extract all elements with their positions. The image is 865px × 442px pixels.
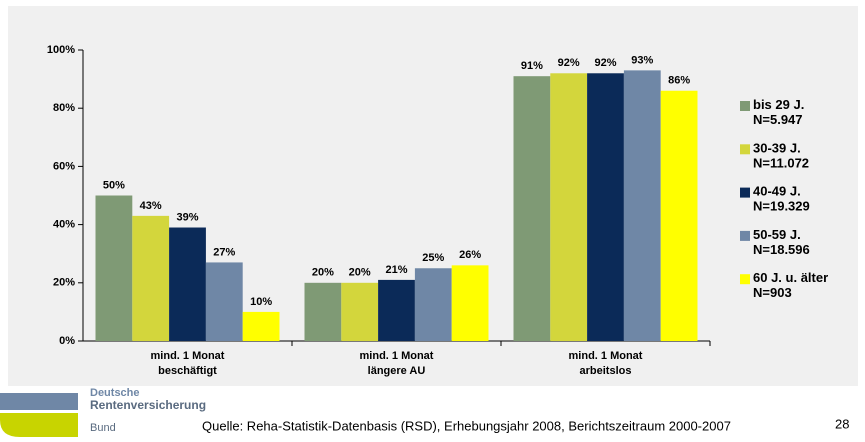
x-tick-label: mind. 1 Monat längere AU — [360, 350, 434, 377]
legend-label: 60 J. u. älter N=903 — [753, 271, 828, 301]
value-label: 26% — [459, 249, 481, 261]
legend-swatch — [740, 230, 750, 241]
legend-swatch — [740, 101, 750, 111]
logo-shape-bottom — [0, 413, 78, 437]
bar — [378, 279, 415, 341]
y-tick-label: 20% — [53, 277, 75, 289]
y-tick-label: 60% — [53, 160, 75, 172]
bar — [660, 90, 698, 342]
y-tick-label: 100% — [47, 44, 75, 56]
value-label: 10% — [250, 296, 272, 308]
logo-shape-top — [0, 393, 78, 410]
bar — [587, 73, 624, 341]
logo-text: Deutsche — [90, 387, 140, 399]
y-tick-label: 40% — [53, 219, 75, 231]
legend-swatch — [740, 274, 750, 285]
value-label: 86% — [668, 75, 690, 87]
logo-text: Rentenversicherung — [90, 398, 206, 412]
value-label: 27% — [213, 246, 235, 258]
value-label: 92% — [594, 57, 616, 69]
value-label: 20% — [349, 267, 371, 279]
x-tick-label: mind. 1 Monat arbeitslos — [569, 350, 643, 377]
value-label: 50% — [103, 179, 125, 191]
bar — [169, 227, 206, 341]
value-label: 21% — [385, 264, 407, 276]
legend-label: 30-39 J. N=11.072 — [753, 141, 809, 171]
bar — [550, 73, 588, 341]
bar — [414, 268, 452, 341]
bar — [304, 282, 342, 341]
legend-swatch — [740, 187, 750, 198]
bar — [242, 311, 280, 341]
source: Quelle: Reha-Statistik-Datenbasis (RSD),… — [202, 418, 731, 433]
value-label: 91% — [521, 60, 543, 72]
y-tick-label: 0% — [59, 335, 75, 347]
value-label: 92% — [558, 57, 580, 69]
x-tick-label: mind. 1 Monat beschäftigt — [151, 350, 225, 377]
bar — [451, 265, 489, 341]
y-tick-label: 80% — [53, 102, 75, 114]
logo-text: Bund — [90, 422, 116, 434]
bar — [95, 195, 133, 341]
value-label: 93% — [631, 54, 653, 66]
value-label: 25% — [422, 252, 444, 264]
page-number: 28 — [835, 416, 849, 431]
legend-swatch — [740, 144, 750, 155]
legend-label: bis 29 J. N=5.947 — [753, 97, 804, 127]
value-label: 39% — [176, 211, 198, 223]
legend-label: 40-49 J. N=19.329 — [753, 184, 810, 214]
value-label: 43% — [140, 200, 162, 212]
legend-label: 50-59 J. N=18.596 — [753, 227, 810, 257]
bar — [513, 76, 551, 341]
bar — [623, 70, 661, 342]
bar — [341, 282, 379, 341]
value-label: 20% — [312, 267, 334, 279]
bar — [205, 262, 243, 341]
bar — [132, 215, 170, 341]
